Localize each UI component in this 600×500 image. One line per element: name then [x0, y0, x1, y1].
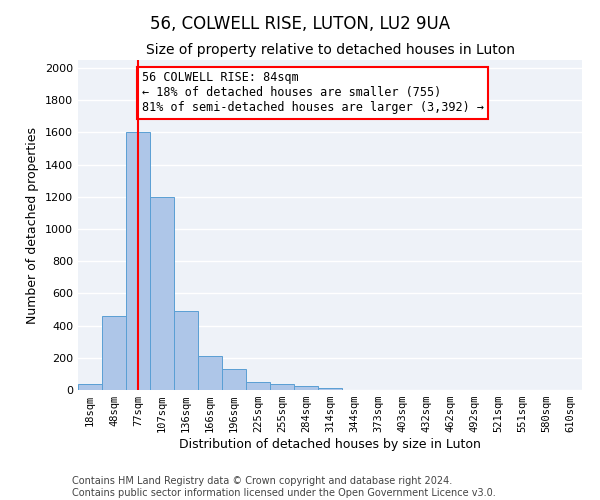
Bar — [174, 311, 198, 390]
Title: Size of property relative to detached houses in Luton: Size of property relative to detached ho… — [146, 44, 515, 58]
Bar — [150, 197, 174, 390]
Y-axis label: Number of detached properties: Number of detached properties — [26, 126, 40, 324]
Text: 56 COLWELL RISE: 84sqm
← 18% of detached houses are smaller (755)
81% of semi-de: 56 COLWELL RISE: 84sqm ← 18% of detached… — [142, 72, 484, 114]
Bar — [198, 356, 222, 390]
Bar — [78, 384, 102, 390]
X-axis label: Distribution of detached houses by size in Luton: Distribution of detached houses by size … — [179, 438, 481, 451]
Text: Contains HM Land Registry data © Crown copyright and database right 2024.
Contai: Contains HM Land Registry data © Crown c… — [72, 476, 496, 498]
Bar — [222, 369, 246, 390]
Bar — [270, 384, 294, 390]
Bar — [294, 386, 318, 390]
Bar — [246, 382, 270, 390]
Bar — [102, 316, 126, 390]
Bar — [318, 388, 342, 390]
Text: 56, COLWELL RISE, LUTON, LU2 9UA: 56, COLWELL RISE, LUTON, LU2 9UA — [150, 15, 450, 33]
Bar — [126, 132, 150, 390]
